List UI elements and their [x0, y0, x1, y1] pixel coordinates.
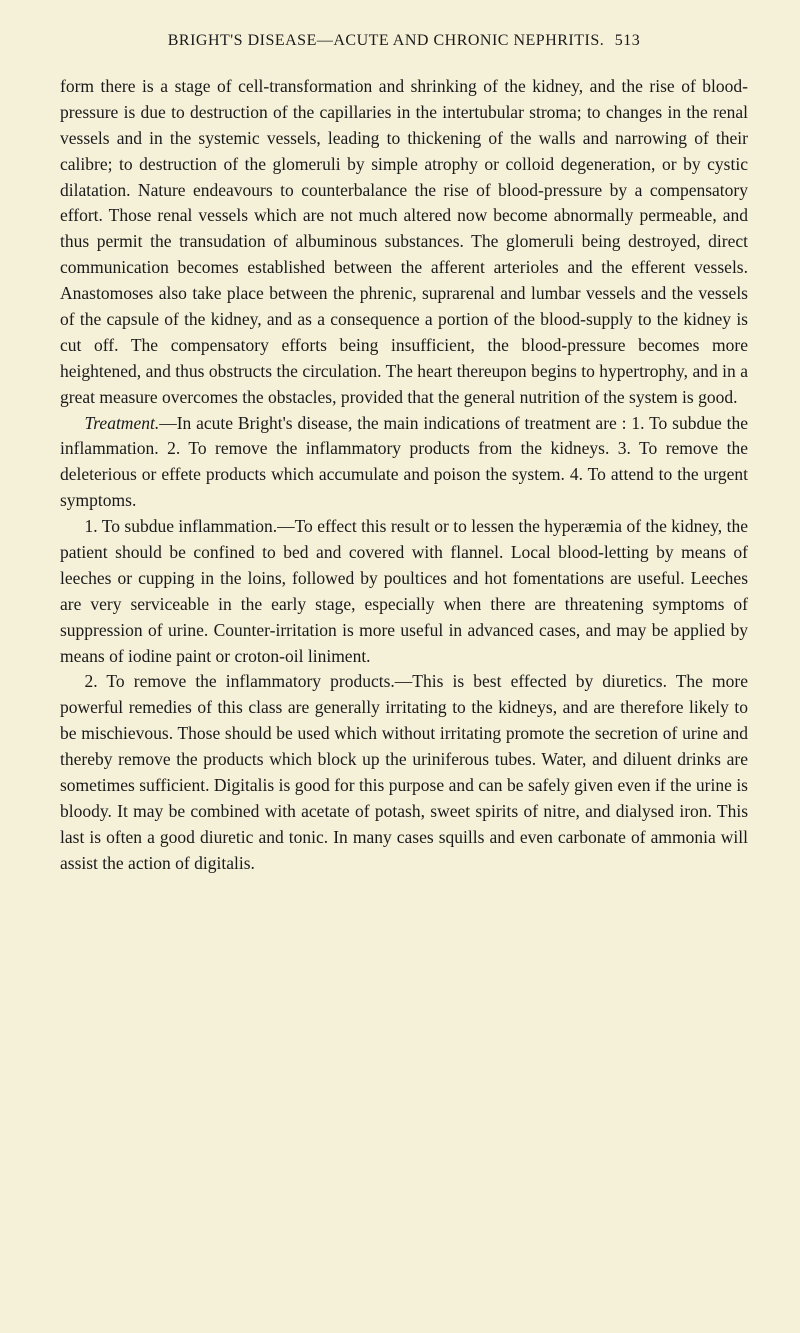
paragraph-4: 2. To remove the inflammatory products.—…	[60, 669, 748, 876]
paragraph-2: Treatment.—In acute Bright's disease, th…	[60, 411, 748, 515]
paragraph-2-rest: —In acute Bright's disease, the main ind…	[60, 413, 748, 511]
page-number: 513	[615, 32, 641, 49]
page-header: BRIGHT'S DISEASE—ACUTE AND CHRONIC NEPHR…	[60, 32, 748, 50]
page-container: BRIGHT'S DISEASE—ACUTE AND CHRONIC NEPHR…	[0, 0, 800, 917]
body-text: form there is a stage of cell-transforma…	[60, 74, 748, 877]
header-title: BRIGHT'S DISEASE—ACUTE AND CHRONIC NEPHR…	[168, 32, 605, 49]
paragraph-3: 1. To subdue inflammation.—To effect thi…	[60, 514, 748, 669]
paragraph-1: form there is a stage of cell-transforma…	[60, 74, 748, 411]
treatment-heading: Treatment.	[85, 413, 160, 433]
